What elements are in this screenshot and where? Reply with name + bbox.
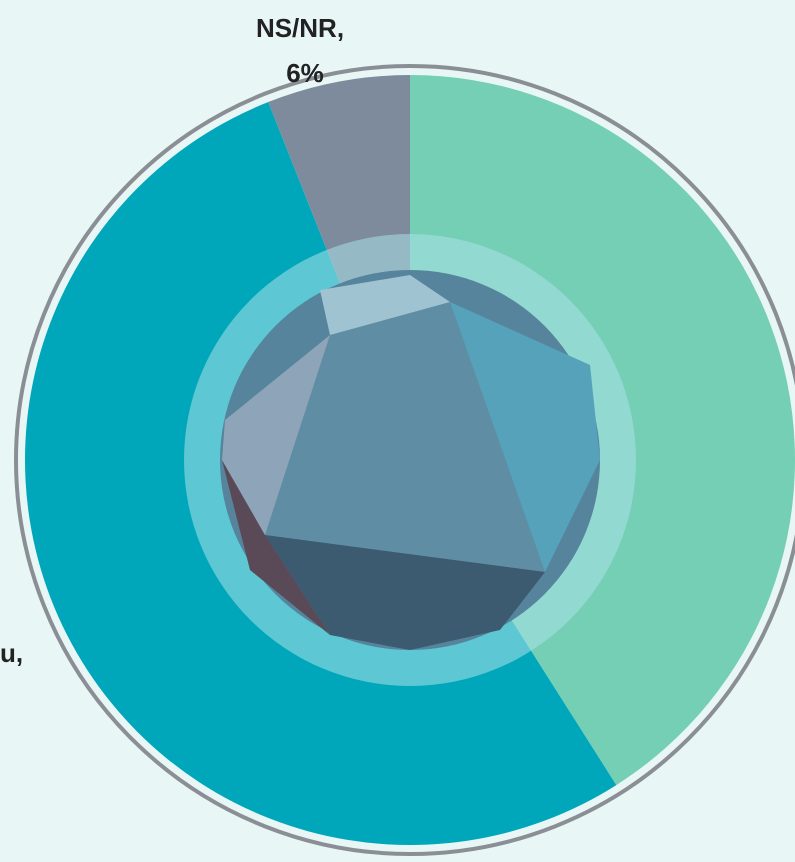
outer-ring (14, 64, 795, 856)
slice-label: u, (0, 638, 23, 668)
facet (320, 275, 450, 335)
facet (265, 302, 545, 572)
center-decoration (184, 234, 636, 686)
facet (222, 335, 330, 535)
value-label: 6% (286, 58, 324, 88)
facet (265, 535, 545, 650)
facet (450, 302, 600, 572)
slice-label: NS/NR, (256, 13, 344, 43)
